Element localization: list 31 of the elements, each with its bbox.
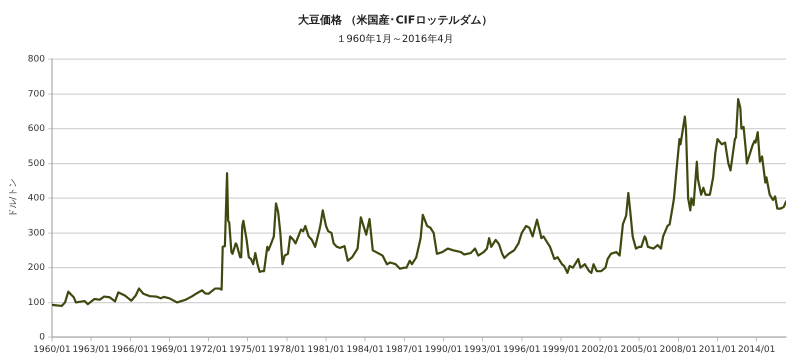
y-tick-label: 300: [28, 228, 46, 238]
x-tick-label: 2002/01: [581, 344, 619, 355]
chart-title: 大豆価格 （米国産･CIFロッテルダム）: [298, 13, 492, 26]
x-tick-label: 1999/01: [542, 344, 580, 355]
x-tick-label: 2008/01: [660, 344, 698, 355]
x-tick-label: 1966/01: [112, 344, 149, 355]
x-tick-label: 2005/01: [620, 344, 658, 355]
x-tick-label: 1972/01: [190, 344, 228, 355]
x-tick-label: 1981/01: [307, 344, 345, 355]
y-tick-label: 500: [28, 158, 46, 169]
x-tick-label: 1963/01: [72, 344, 110, 355]
y-tick-label: 400: [28, 194, 46, 204]
x-tick-label: 2014/01: [738, 344, 776, 355]
x-tick-label: 1996/01: [503, 344, 540, 355]
y-tick-label: 100: [28, 298, 46, 308]
x-tick-label: 1978/01: [268, 344, 306, 355]
x-tick-label: 2011/01: [698, 344, 736, 355]
x-tick-label: 1990/01: [424, 344, 462, 355]
y-tick-label: 600: [28, 124, 46, 134]
y-tick-label: 200: [28, 263, 46, 274]
x-tick-label: 1960/01: [33, 344, 71, 355]
y-tick-label: 700: [28, 89, 46, 100]
x-tick-label: 1969/01: [150, 344, 188, 355]
x-tick-label: 1987/01: [386, 344, 424, 355]
y-axis-title: ドル/トン: [8, 178, 19, 218]
chart-subtitle: １960年1月～2016年4月: [336, 32, 454, 45]
y-tick-label: 800: [28, 54, 46, 65]
x-tick-label: 1984/01: [346, 344, 384, 355]
y-tick-label: 0: [39, 332, 46, 343]
x-tick-label: 1993/01: [464, 344, 502, 355]
x-tick-label: 1975/01: [229, 344, 266, 355]
